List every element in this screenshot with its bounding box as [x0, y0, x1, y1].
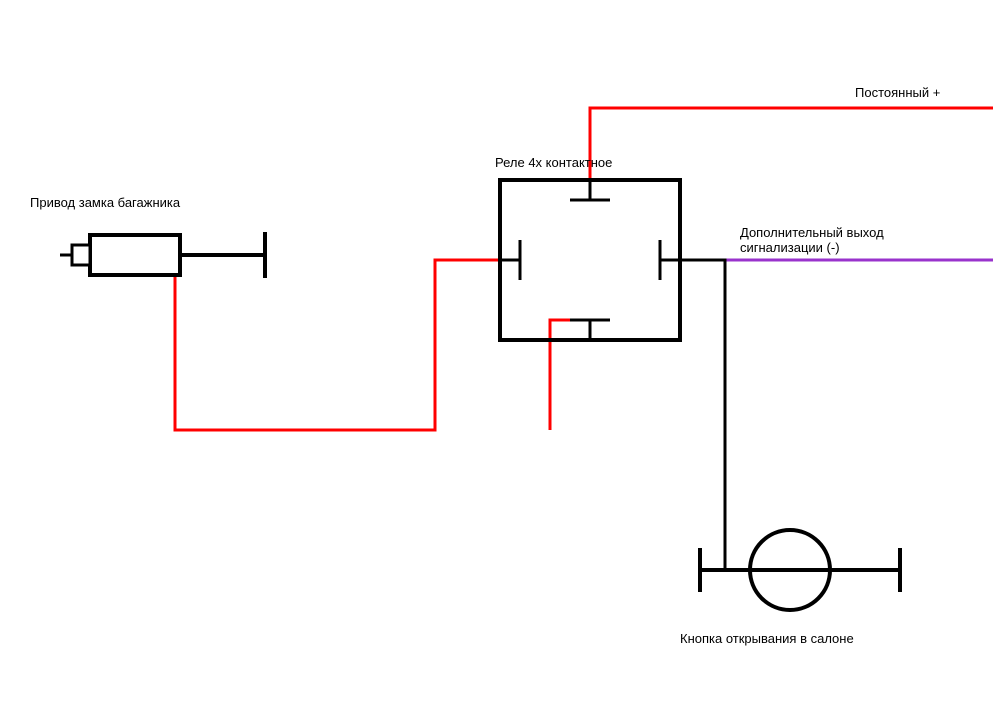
- label-relay: Реле 4х контактное: [495, 155, 612, 170]
- wire-relay-to-button: [660, 260, 750, 570]
- wire-relay-to-actuator: [175, 260, 520, 430]
- wire-constant-plus: [590, 108, 993, 200]
- wire-relay-bottom-stub: [550, 320, 590, 430]
- actuator-plug: [72, 245, 90, 265]
- circuit-diagram: [0, 0, 993, 727]
- label-trunk-actuator: Привод замка багажника: [30, 195, 180, 210]
- label-constant-plus: Постоянный +: [855, 85, 940, 100]
- label-alarm-output: Дополнительный выход сигнализации (-): [740, 225, 884, 255]
- label-button: Кнопка открывания в салоне: [680, 631, 854, 646]
- actuator-body: [90, 235, 180, 275]
- relay-box: [500, 180, 680, 340]
